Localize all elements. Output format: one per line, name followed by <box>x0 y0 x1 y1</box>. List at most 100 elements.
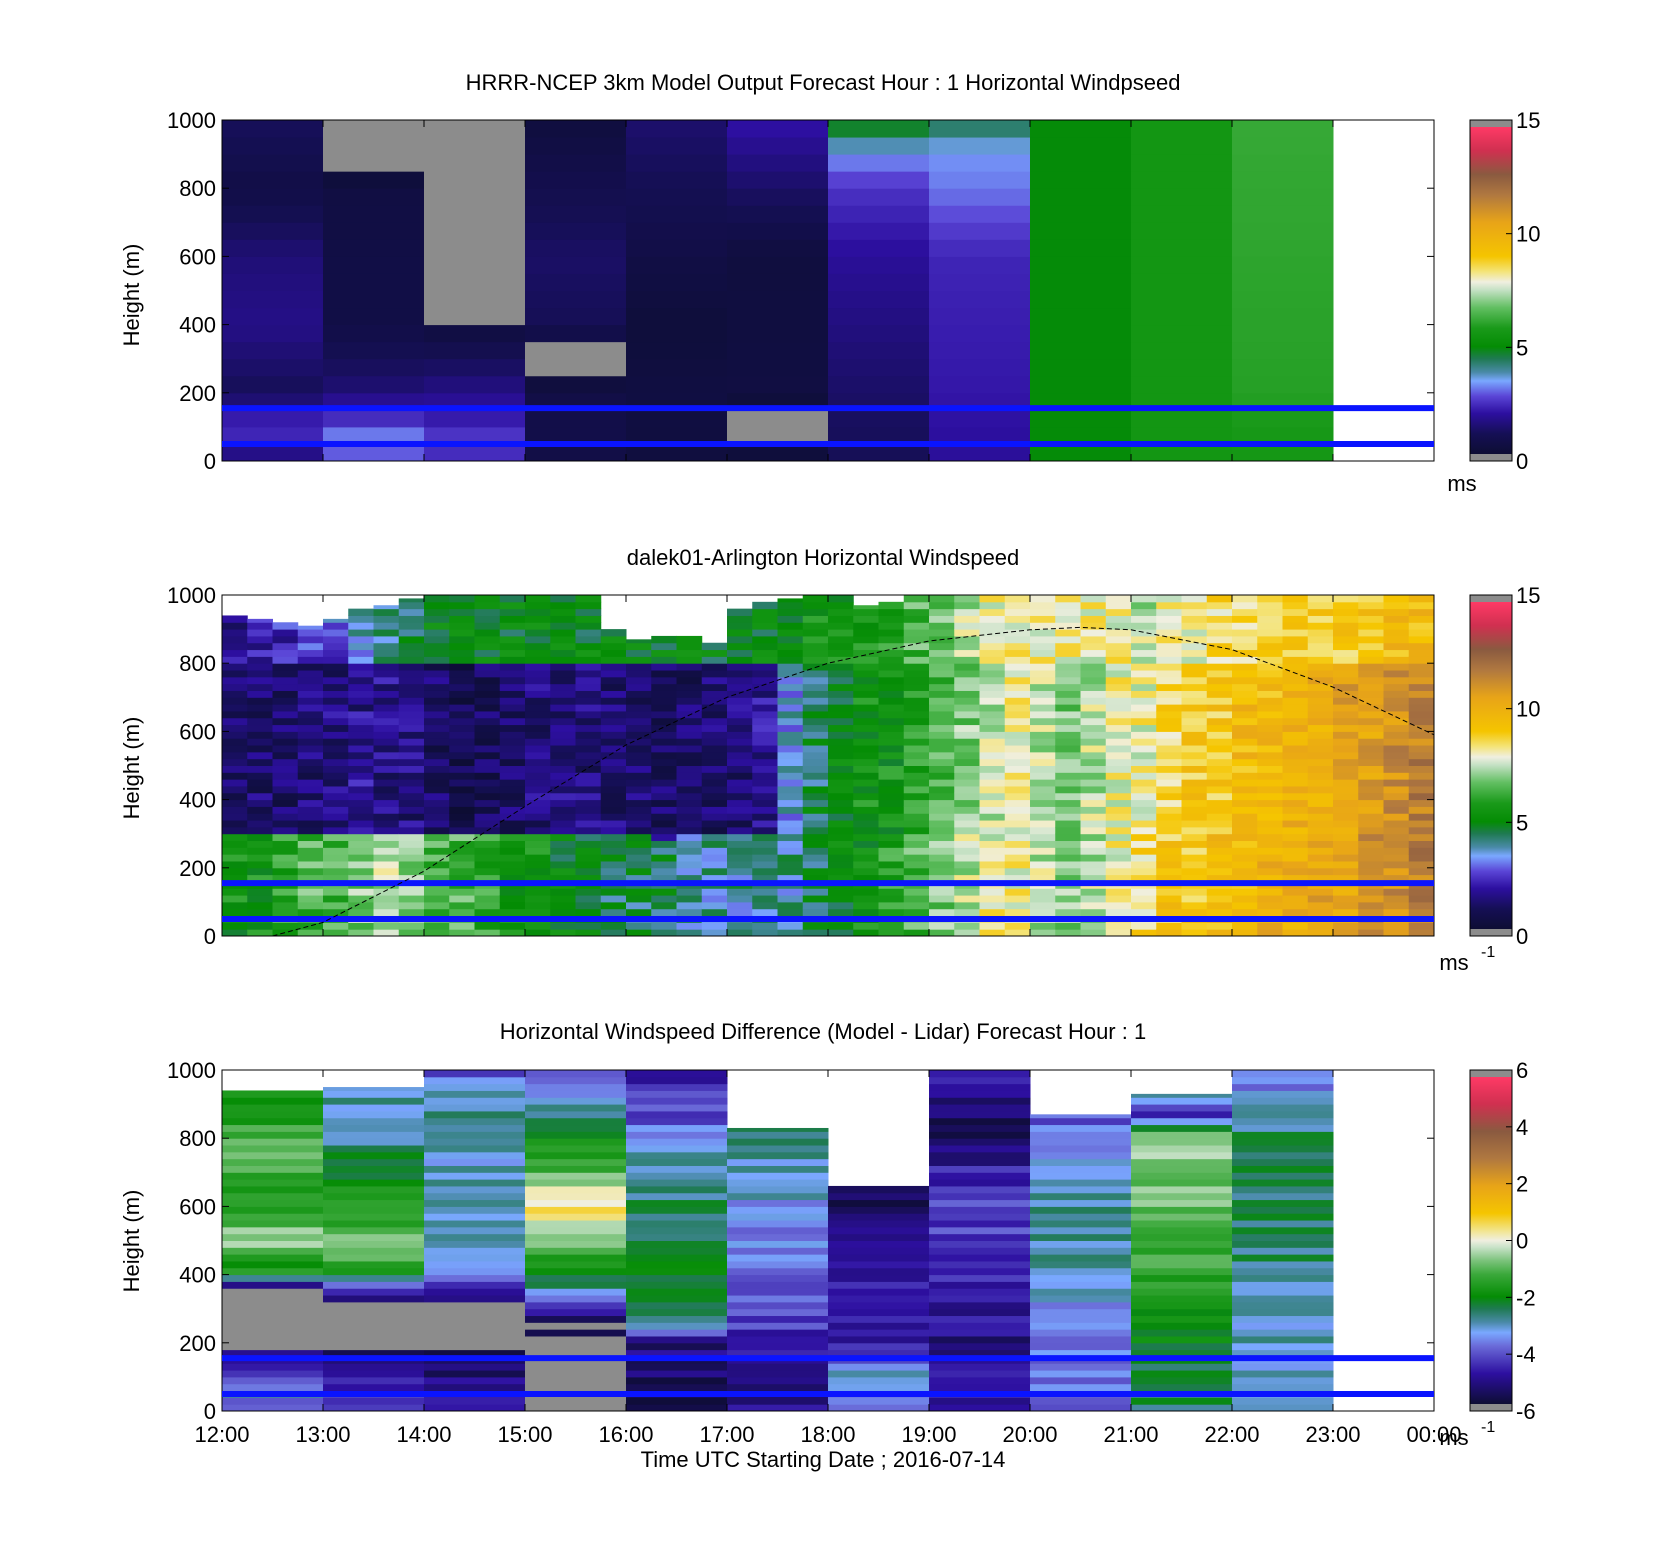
lidar-cell <box>1004 826 1031 835</box>
difference-cell <box>626 1335 728 1344</box>
difference-cell <box>1232 1131 1334 1139</box>
lidar-cell <box>222 676 248 685</box>
lidar-cell <box>929 867 955 876</box>
lidar-cell <box>550 799 576 807</box>
difference-cell <box>727 1329 829 1337</box>
lidar-cell <box>1181 649 1208 657</box>
lidar-cell <box>701 676 728 685</box>
lidar-cell <box>1408 615 1435 623</box>
lidar-cell <box>1307 867 1334 876</box>
lidar-cell <box>1080 697 1107 705</box>
lidar-cell <box>222 642 248 651</box>
lidar-cell <box>1307 806 1334 814</box>
difference-cell <box>1131 1110 1233 1119</box>
difference-cell <box>1131 1240 1233 1248</box>
difference-cell <box>828 1383 930 1392</box>
lidar-cell <box>929 601 955 610</box>
lidar-cell <box>727 717 753 726</box>
colorbar-tick-label: 5 <box>1516 810 1528 835</box>
model-cell <box>1232 358 1334 377</box>
lidar-cell <box>323 772 349 780</box>
lidar-cell <box>701 745 728 753</box>
lidar-cell <box>954 751 980 760</box>
lidar-cell <box>1030 922 1056 930</box>
lidar-cell <box>727 860 753 869</box>
lidar-cell <box>1307 738 1334 746</box>
lidar-cell <box>1156 642 1182 651</box>
lidar-cell <box>1055 772 1081 780</box>
lidar-cell <box>600 867 627 876</box>
lidar-cell <box>1004 908 1031 917</box>
difference-cell <box>525 1322 627 1330</box>
difference-cell <box>929 1267 1031 1276</box>
lidar-cell <box>575 792 602 801</box>
lidar-cell <box>247 745 273 753</box>
lidar-cell <box>1206 608 1233 616</box>
lidar-cell <box>651 785 677 794</box>
model-cell <box>929 171 1031 189</box>
difference-cell <box>1232 1329 1334 1337</box>
lidar-cell <box>525 608 551 616</box>
lidar-cell <box>1232 683 1258 691</box>
lidar-cell <box>878 656 905 664</box>
lidar-cell <box>525 785 551 794</box>
difference-cell <box>929 1370 1031 1378</box>
lidar-cell <box>626 717 652 726</box>
lidar-cell <box>1408 642 1435 651</box>
difference-cell <box>828 1397 930 1405</box>
lidar-cell <box>373 710 400 719</box>
lidar-cell <box>676 663 703 671</box>
lidar-cell <box>1156 888 1182 896</box>
difference-cell <box>828 1349 930 1357</box>
lidar-cell <box>651 813 677 821</box>
lidar-cell <box>1105 690 1132 698</box>
lidar-cell <box>853 663 879 671</box>
lidar-cell <box>954 847 980 855</box>
lidar-cell <box>1030 601 1056 610</box>
lidar-cell <box>727 710 753 719</box>
lidar-cell <box>1105 717 1132 726</box>
x-tick-label: 19:00 <box>901 1422 956 1447</box>
lidar-cell <box>1156 656 1182 664</box>
difference-cell <box>1131 1220 1233 1228</box>
lidar-cell <box>1080 704 1107 712</box>
lidar-cell <box>1105 710 1132 719</box>
lidar-cell <box>1333 690 1359 698</box>
lidar-cell <box>1105 826 1132 835</box>
lidar-cell <box>1004 922 1031 930</box>
lidar-cell <box>1080 601 1107 610</box>
x-ticks <box>221 120 1435 461</box>
lidar-cell <box>297 867 324 876</box>
lidar-cell <box>929 895 955 903</box>
lidar-cell <box>853 847 879 855</box>
lidar-cell <box>373 820 400 828</box>
model-cell <box>929 426 1031 445</box>
difference-cell <box>424 1281 526 1289</box>
lidar-cell <box>1181 642 1208 651</box>
lidar-cell <box>752 670 778 678</box>
lidar-cell <box>499 854 526 862</box>
lidar-cell <box>929 608 955 616</box>
lidar-cell <box>954 595 980 603</box>
lidar-cell <box>1055 656 1081 664</box>
lidar-cell <box>979 806 1006 814</box>
lidar-cell <box>752 860 778 869</box>
lidar-cell <box>1257 867 1283 876</box>
lidar-cell <box>929 799 955 807</box>
lidar-cell <box>1206 745 1233 753</box>
lidar-cell <box>348 697 374 705</box>
lidar-cell <box>878 635 905 644</box>
lidar-cell <box>550 813 576 821</box>
difference-cell <box>1131 1093 1233 1098</box>
difference-cell <box>828 1260 930 1269</box>
lidar-cell <box>1383 751 1410 760</box>
lidar-cell <box>1105 751 1132 760</box>
lidar-cell <box>1257 724 1283 732</box>
lidar-cell <box>676 908 703 917</box>
lidar-cell <box>348 772 374 780</box>
lidar-cell <box>348 738 374 746</box>
lidar-cell <box>247 867 273 876</box>
difference-cell <box>323 1158 425 1166</box>
